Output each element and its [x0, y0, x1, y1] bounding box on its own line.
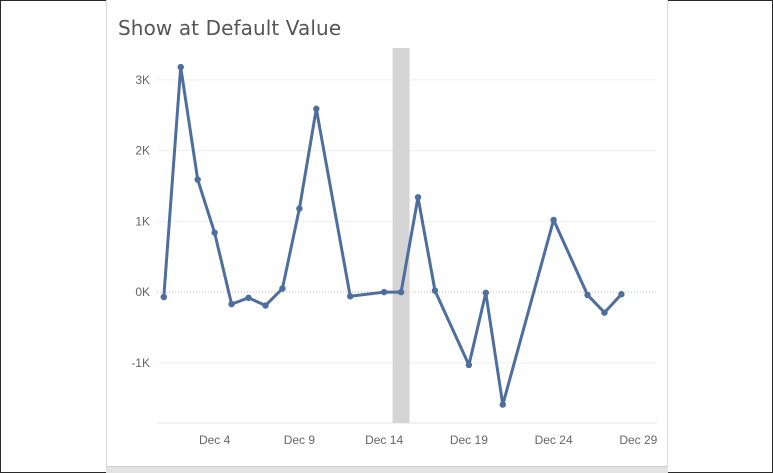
x-tick-label: Dec 14 — [365, 433, 403, 447]
chart-title: Show at Default Value — [118, 16, 342, 40]
highlight-band-layer — [392, 48, 410, 423]
data-point — [584, 291, 591, 299]
data-point — [414, 194, 422, 201]
data-point — [380, 288, 388, 296]
data-point — [262, 302, 269, 309]
data-point — [601, 309, 608, 316]
data-point — [347, 293, 354, 300]
data-point — [228, 300, 235, 308]
data-point — [245, 294, 252, 301]
data-point — [618, 291, 625, 298]
data-point — [177, 63, 184, 71]
data-point — [313, 105, 320, 113]
y-tick-label: -1K — [131, 356, 150, 370]
data-point — [499, 401, 506, 408]
data-point — [550, 216, 557, 224]
y-tick-label: 0K — [135, 285, 150, 299]
line-chart: 3K 2K 1K 0K -1K Dec 4 Dec 9 Dec 14 Dec 19 Dec 24… — [131, 48, 658, 447]
y-tick-label: 1K — [135, 214, 150, 228]
x-tick-labels: Dec 4 Dec 9 Dec 14 Dec 19 Dec 24 Dec 29 — [199, 433, 658, 447]
y-tick-label: 3K — [135, 73, 150, 87]
y-tick-label: 2K — [135, 144, 150, 158]
x-tick-label: Dec 29 — [619, 433, 657, 447]
x-tick-label: Dec 4 — [199, 433, 231, 447]
bottom-strip — [106, 466, 668, 473]
x-tick-label: Dec 9 — [284, 433, 316, 447]
series-layer — [160, 63, 625, 408]
x-tick-label: Dec 19 — [450, 433, 488, 447]
data-point — [296, 205, 303, 212]
x-tick-label: Dec 24 — [535, 433, 573, 447]
data-point — [397, 288, 405, 296]
data-point — [211, 229, 218, 236]
series-line — [162, 65, 623, 407]
data-point — [160, 293, 167, 301]
y-tick-labels: 3K 2K 1K 0K -1K — [131, 73, 150, 370]
data-point — [431, 287, 439, 294]
data-point — [482, 289, 490, 297]
highlight-band — [392, 48, 410, 423]
data-point — [279, 285, 286, 292]
data-point — [465, 361, 473, 369]
data-point — [194, 176, 201, 183]
